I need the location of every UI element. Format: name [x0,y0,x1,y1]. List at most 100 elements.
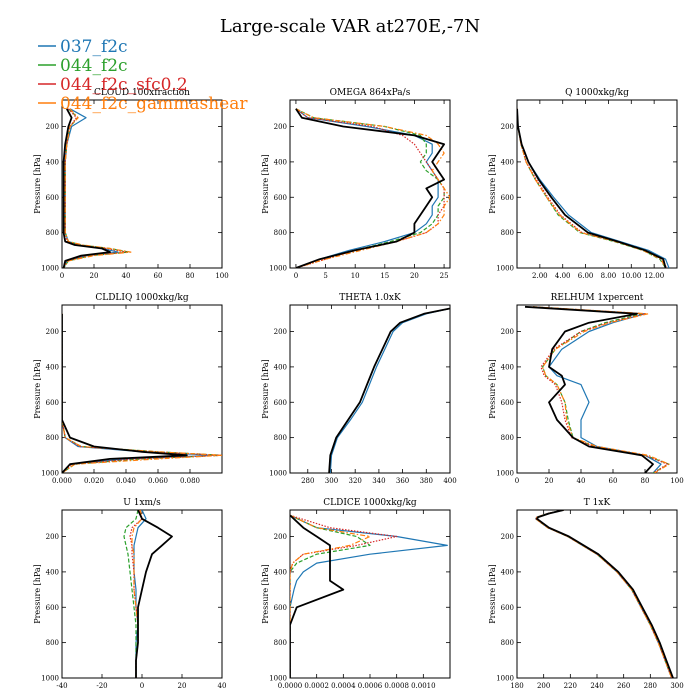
legend-label: 037_f2c [60,37,128,57]
y-tick-label: 400 [501,568,514,576]
y-axis-label: Pressure [hPa] [261,564,270,624]
series-line-control [524,305,654,473]
x-tick-label: 25 [440,272,449,280]
y-tick-label: 1000 [269,470,287,478]
x-tick-label: 0.0006 [358,682,383,690]
x-tick-label: 4.00 [555,272,571,280]
series-line-4 [290,514,371,678]
x-tick-label: 0.040 [116,477,136,485]
y-axis-label: Pressure [hPa] [488,359,497,419]
y-axis-label: Pressure [hPa] [261,359,270,419]
series-line-1 [290,514,448,678]
x-tick-label: 320 [348,477,361,485]
series-line-3 [290,514,398,678]
panel-title: THETA 1.0xK [339,293,401,303]
y-tick-label: 1000 [269,265,287,273]
plot-frame [61,304,223,474]
y-tick-label: 600 [501,604,514,612]
x-tick-label: 360 [396,477,409,485]
x-tick-label: 20 [178,682,187,690]
x-tick-label: 20 [545,477,554,485]
y-tick-label: 600 [46,194,59,202]
x-tick-label: 0.020 [84,477,104,485]
y-tick-label: 800 [46,434,59,442]
x-tick-label: 200 [537,682,550,690]
legend-item: 037_f2c [38,37,128,57]
y-tick-label: 800 [274,639,287,647]
y-tick-label: 200 [46,533,59,541]
series-line-control [290,514,345,678]
plot-frame [61,99,223,269]
y-axis-label: Pressure [hPa] [33,564,42,624]
y-tick-label: 600 [46,604,59,612]
y-tick-label: 800 [501,229,514,237]
y-tick-label: 200 [501,123,514,131]
series-line-2 [290,514,371,678]
x-tick-label: 5 [323,272,327,280]
x-tick-label: 300 [670,682,683,690]
plot-frame [516,509,678,679]
x-tick-label: 100 [670,477,683,485]
y-tick-label: 200 [46,328,59,336]
y-tick-label: 400 [274,158,287,166]
y-tick-label: 800 [46,229,59,237]
x-tick-label: 2.00 [532,272,548,280]
x-tick-label: 0.0008 [384,682,409,690]
y-axis-label: Pressure [hPa] [488,154,497,214]
x-tick-label: 60 [609,477,618,485]
y-tick-label: 200 [274,123,287,131]
y-tick-label: 600 [501,399,514,407]
y-tick-label: 1000 [41,675,59,683]
plot-frame [289,304,451,474]
panel-title: OMEGA 864xPa/s [330,88,411,98]
y-tick-label: 1000 [41,265,59,273]
series-line-2 [295,108,445,268]
x-tick-label: 100 [215,272,228,280]
x-tick-label: 20 [90,272,99,280]
x-tick-label: 0 [294,272,298,280]
y-axis-label: Pressure [hPa] [488,564,497,624]
y-tick-label: 800 [274,229,287,237]
panel-title: CLOUD 100xfraction [94,88,190,98]
x-tick-label: 80 [186,272,195,280]
panel-title: Q 1000xkg/kg [565,88,629,98]
series-line-control [536,510,674,678]
y-tick-label: 400 [46,568,59,576]
series-line-3 [517,108,668,268]
y-tick-label: 200 [501,328,514,336]
series-line-1 [62,313,215,473]
x-tick-label: 380 [420,477,433,485]
series-line-3 [63,108,127,268]
figure-title: Large-scale VAR at270E,-7N [220,16,480,37]
y-tick-label: 200 [46,123,59,131]
plot-frame [289,99,451,269]
y-axis-label: Pressure [hPa] [33,359,42,419]
x-tick-label: 180 [510,682,523,690]
series-line-1 [133,510,147,678]
y-tick-label: 600 [46,399,59,407]
series-line-control [62,108,111,268]
series-line-2 [62,313,222,473]
legend-item: 044_f2c [38,56,128,76]
panel-title: U 1xm/s [123,498,161,508]
series-line-4 [62,313,222,473]
x-tick-label: 40 [577,477,586,485]
y-tick-label: 200 [501,533,514,541]
y-tick-label: 600 [274,604,287,612]
x-tick-label: 10 [351,272,360,280]
series-line-1 [535,510,673,678]
series-line-3 [295,108,445,268]
x-tick-label: 280 [301,477,314,485]
y-tick-label: 400 [501,363,514,371]
y-tick-label: 400 [274,363,287,371]
x-tick-label: 15 [380,272,389,280]
y-axis-label: Pressure [hPa] [33,154,42,214]
x-tick-label: 0.080 [180,477,200,485]
y-tick-label: 1000 [496,470,514,478]
legend-label: 044_f2c_sfc0.2 [60,75,188,95]
panel-8: CLDICE 1000xkg/kg Pressure [hPa] 200 400 600… [261,498,451,690]
